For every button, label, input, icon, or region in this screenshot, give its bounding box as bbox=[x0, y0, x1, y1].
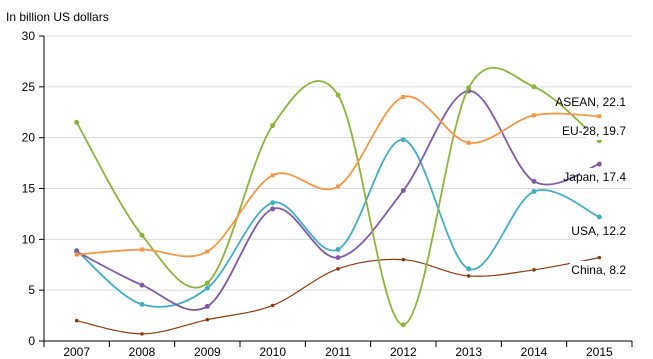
xtick-label-2008: 2008 bbox=[129, 345, 156, 359]
xtick-label-2012: 2012 bbox=[390, 345, 417, 359]
point-usa-2012 bbox=[400, 137, 406, 143]
point-japan-2008 bbox=[139, 282, 145, 288]
ytick-label-15: 15 bbox=[22, 182, 36, 196]
point-china-2010 bbox=[270, 303, 275, 308]
series-end-labels: ASEAN, 22.1 EU-28, 19.7 Japan, 17.4 USA, 12… bbox=[555, 93, 632, 279]
label-bg-asean bbox=[574, 93, 632, 111]
point-china-2007 bbox=[74, 318, 79, 323]
point-eu-28-2012 bbox=[400, 322, 406, 328]
label-bg-usa bbox=[578, 222, 632, 240]
point-asean-2009 bbox=[205, 249, 210, 254]
ytick-label-30: 30 bbox=[22, 29, 36, 43]
ytick-label-0: 0 bbox=[28, 334, 35, 348]
line-japan bbox=[76, 89, 600, 311]
ytick-label-20: 20 bbox=[22, 131, 36, 145]
series-usa bbox=[74, 137, 602, 308]
point-asean-2011 bbox=[336, 184, 340, 189]
point-asean-2007 bbox=[74, 252, 79, 257]
point-asean-2015 bbox=[597, 114, 602, 119]
point-asean-2008 bbox=[140, 247, 144, 252]
label-bg-china bbox=[570, 261, 632, 279]
point-japan-2015 bbox=[596, 161, 602, 167]
label-bg-eu-28 bbox=[586, 122, 632, 140]
ytick-label-25: 25 bbox=[22, 80, 36, 94]
point-china-2013 bbox=[466, 274, 471, 278]
gridlines bbox=[44, 35, 632, 291]
point-china-2014 bbox=[532, 268, 536, 272]
point-japan-2009 bbox=[204, 303, 210, 309]
axes bbox=[39, 35, 633, 347]
point-japan-2014 bbox=[531, 178, 537, 184]
point-china-2008 bbox=[140, 332, 144, 336]
point-eu-28-2007 bbox=[74, 119, 80, 125]
end-label-eu-28: EU-28, 19.7 bbox=[562, 124, 626, 138]
unit-label: In billion US dollars bbox=[6, 10, 109, 24]
tick-labels: 0 5 10 15 20 25 30 2007 2008 2009 2010 2011 2012 2013… bbox=[22, 29, 613, 359]
point-asean-2013 bbox=[466, 140, 471, 145]
point-china-2015 bbox=[597, 255, 602, 260]
point-usa-2013 bbox=[466, 266, 472, 272]
xtick-label-2015: 2015 bbox=[586, 345, 613, 359]
point-asean-2014 bbox=[532, 113, 536, 118]
point-japan-2011 bbox=[335, 255, 341, 261]
point-asean-2012 bbox=[401, 95, 406, 99]
point-japan-2010 bbox=[270, 206, 276, 212]
series-china bbox=[74, 255, 602, 336]
series-lines bbox=[74, 66, 602, 336]
point-china-2011 bbox=[336, 267, 340, 271]
end-label-usa: USA, 12.2 bbox=[571, 224, 626, 238]
point-china-2009 bbox=[205, 317, 210, 322]
xtick-label-2007: 2007 bbox=[63, 345, 90, 359]
ytick-label-5: 5 bbox=[28, 283, 35, 297]
point-eu-28-2010 bbox=[270, 122, 276, 128]
point-eu-28-2013 bbox=[466, 85, 472, 91]
point-usa-2009 bbox=[204, 285, 210, 291]
end-label-china: China, 8.2 bbox=[571, 263, 626, 277]
series-eu-28 bbox=[74, 66, 602, 328]
point-eu-28-2009 bbox=[204, 280, 210, 286]
point-usa-2011 bbox=[335, 247, 341, 252]
point-eu-28-2008 bbox=[139, 232, 145, 238]
xtick-label-2010: 2010 bbox=[259, 345, 286, 359]
end-label-japan: Japan, 17.4 bbox=[563, 170, 626, 184]
line-usa bbox=[76, 138, 600, 308]
line-asean bbox=[76, 95, 600, 258]
label-bg-japan bbox=[580, 168, 632, 186]
xtick-label-2013: 2013 bbox=[455, 345, 482, 359]
series-asean bbox=[74, 95, 602, 258]
point-usa-2008 bbox=[139, 301, 145, 307]
point-eu-28-2014 bbox=[531, 84, 537, 90]
point-japan-2012 bbox=[400, 188, 406, 194]
xtick-label-2011: 2011 bbox=[325, 345, 351, 359]
point-usa-2015 bbox=[596, 214, 602, 220]
line-eu-28 bbox=[75, 66, 600, 326]
series-japan bbox=[74, 88, 602, 311]
point-china-2012 bbox=[401, 257, 406, 262]
ytick-label-10: 10 bbox=[22, 232, 36, 246]
point-eu-28-2011 bbox=[335, 92, 341, 98]
xtick-label-2014: 2014 bbox=[521, 345, 548, 359]
xtick-label-2009: 2009 bbox=[194, 345, 221, 359]
end-label-asean: ASEAN, 22.1 bbox=[555, 95, 626, 109]
point-usa-2014 bbox=[531, 189, 537, 195]
point-usa-2010 bbox=[270, 200, 276, 206]
point-asean-2010 bbox=[270, 173, 275, 178]
